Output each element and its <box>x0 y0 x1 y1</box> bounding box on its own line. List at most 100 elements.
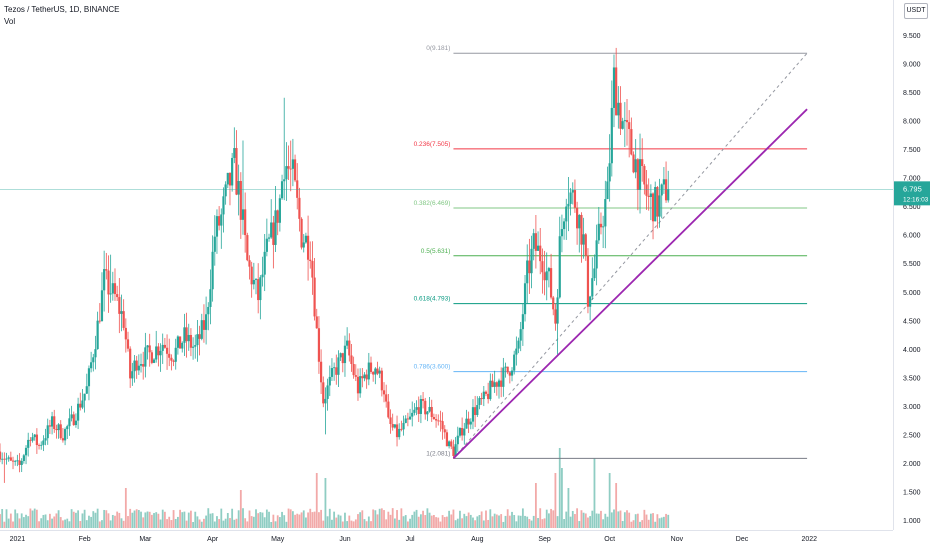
volume-bar <box>18 518 21 528</box>
volume-bar <box>163 511 166 528</box>
volume-bar <box>628 512 631 528</box>
volume-bar <box>341 521 344 528</box>
candle-body <box>170 357 173 361</box>
volume-bar <box>105 510 108 528</box>
volume-bar <box>378 508 381 528</box>
candle-body <box>562 221 566 230</box>
volume-bar <box>194 511 197 528</box>
volume-bar <box>606 516 609 528</box>
volume-bar <box>623 512 626 528</box>
candle-body <box>90 362 93 369</box>
candle-body <box>654 187 657 222</box>
volume-indicator-label[interactable]: Vol <box>4 17 16 26</box>
candle-body <box>98 320 101 322</box>
currency-button[interactable]: USDT <box>904 3 928 19</box>
volume-bar <box>218 519 221 528</box>
candle-body <box>554 309 557 324</box>
candle-body <box>482 391 485 400</box>
candle-body <box>333 367 336 369</box>
candle-body <box>395 424 399 438</box>
candle-body <box>144 347 147 367</box>
x-tick-label: 2022 <box>801 536 817 543</box>
volume-bar <box>257 513 260 528</box>
volume-bar <box>437 517 440 528</box>
volume-bar <box>406 521 409 528</box>
volume-bar <box>365 521 368 528</box>
volume-bar <box>129 508 132 528</box>
candle-body <box>487 393 490 400</box>
candle-body <box>72 414 75 426</box>
candle-body <box>608 163 611 182</box>
volume-bar <box>81 513 84 528</box>
candle-body <box>196 334 199 346</box>
volume-bar <box>565 511 568 528</box>
candle-body <box>374 368 377 375</box>
volume-bar <box>469 514 472 528</box>
candle-body <box>432 417 436 420</box>
candle-body <box>300 218 303 248</box>
volume-bar <box>261 512 264 528</box>
x-tick-label: Jul <box>406 536 415 543</box>
y-tick-label: 2.000 <box>903 461 921 468</box>
symbol-title[interactable]: Tezos / TetherUS, 1D, BINANCE <box>4 5 120 14</box>
volume-bar <box>367 516 370 528</box>
candle-body <box>324 398 327 404</box>
candle-body <box>560 229 564 237</box>
x-tick-label: Apr <box>207 536 219 543</box>
candle-body <box>404 418 407 423</box>
candle-body <box>14 460 17 462</box>
candle-body <box>421 399 425 401</box>
volume-bar <box>610 512 613 528</box>
volume-bar <box>339 515 342 528</box>
volume-bar <box>103 509 106 528</box>
candle-body <box>580 214 583 245</box>
volume-bar <box>92 511 95 528</box>
candle-body <box>16 460 19 462</box>
candle-body <box>77 403 80 421</box>
volume-bar <box>411 514 414 528</box>
candle-body <box>582 234 585 245</box>
candle-body <box>632 154 635 173</box>
volume-bar <box>94 512 97 528</box>
candle-body <box>96 320 99 350</box>
candle-body <box>29 439 32 441</box>
candle-body <box>302 242 305 248</box>
candle-body <box>584 234 587 256</box>
volume-bar <box>480 511 483 528</box>
volume-bar <box>315 473 318 528</box>
volume-bar <box>569 516 572 528</box>
volume-bar <box>205 515 208 528</box>
candle-body <box>506 366 509 373</box>
volume-bar <box>493 513 496 528</box>
candle-body <box>365 374 368 380</box>
candle-body <box>424 400 427 415</box>
candle-body <box>109 293 112 295</box>
candle-body <box>319 361 323 383</box>
volume-bar <box>159 519 162 528</box>
candle-body <box>61 438 65 441</box>
candle-body <box>7 457 10 459</box>
volume-bar <box>550 508 552 528</box>
candle-body <box>124 327 127 340</box>
volume-bar <box>328 508 331 528</box>
candle-body <box>602 226 605 228</box>
x-tick-label: Feb <box>79 536 91 543</box>
volume-bar <box>211 513 214 528</box>
candle-body <box>625 120 629 123</box>
volume-bar <box>461 518 464 528</box>
volume-bar <box>422 510 424 528</box>
volume-bar <box>220 508 223 528</box>
candle-body <box>513 354 516 371</box>
candle-body <box>556 297 559 324</box>
volume-bar <box>57 510 60 528</box>
volume-bar <box>168 516 171 528</box>
volume-bar <box>9 513 12 528</box>
volume-bar <box>157 513 160 528</box>
volume-bar <box>331 519 333 528</box>
candle-body <box>224 184 227 197</box>
volume-bar <box>248 510 251 528</box>
volume-bar <box>38 521 40 528</box>
candle-body <box>638 159 642 190</box>
